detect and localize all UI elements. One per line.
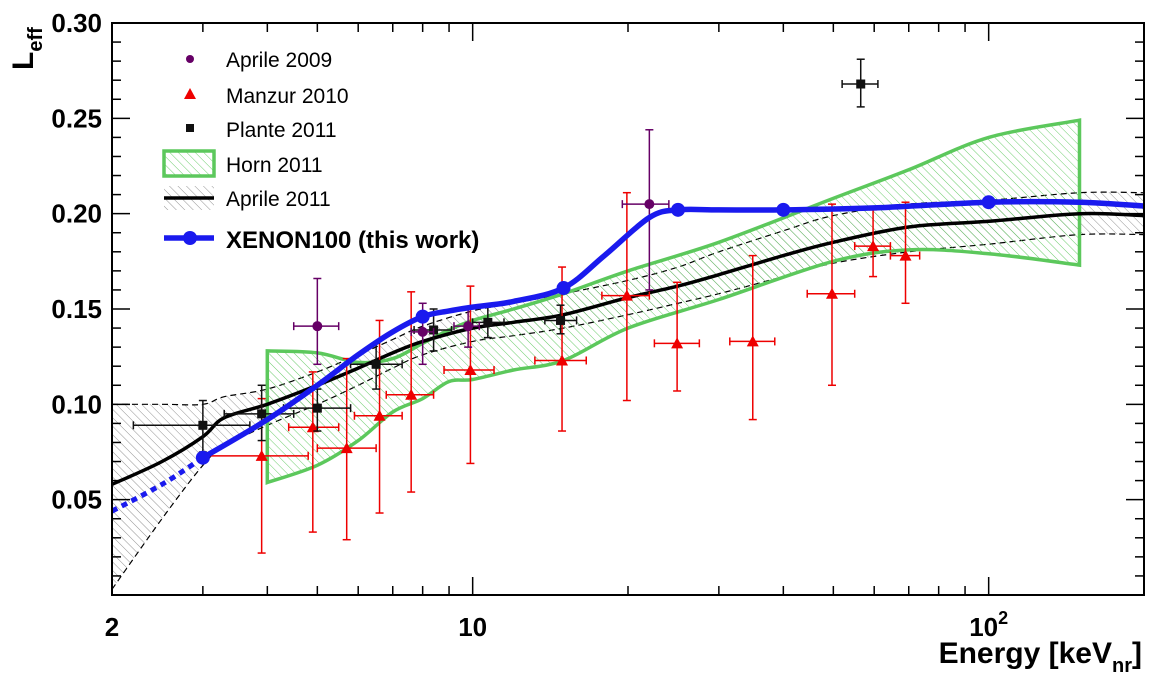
xenon100-marker (556, 281, 571, 296)
plot-area (112, 58, 1144, 590)
y-tick-label: 0.25 (51, 103, 102, 133)
plante2011-point (223, 384, 295, 442)
x-tick-label: 2 (105, 612, 119, 642)
manzur2010-marker (556, 354, 569, 366)
manzur2010-point (889, 201, 921, 305)
plante2011-point (841, 58, 879, 108)
aprile2009-point (453, 306, 481, 348)
legend-aprile2009-marker (186, 55, 194, 63)
xenon100-marker (195, 450, 210, 465)
manzur2010-point (601, 191, 651, 402)
legend-horn2011-swatch (162, 149, 216, 178)
manzur2010-marker (306, 421, 319, 433)
manzur2010-marker (867, 240, 880, 252)
manzur2010-marker (671, 337, 684, 349)
y-tick-label: 0.20 (51, 199, 102, 229)
xenon100-marker (415, 309, 430, 324)
x-tick-label-base: 2 (105, 612, 119, 642)
x-axis-title-sub: nr (1112, 655, 1132, 675)
x-axis-title-main: Energy [keV (939, 637, 1112, 670)
manzur2010-marker (255, 449, 268, 461)
aprile2009-marker (417, 326, 428, 337)
legend-label-horn2011: Horn 2011 (226, 154, 323, 177)
manzur2010-marker (825, 287, 838, 299)
xenon100-marker (981, 195, 996, 210)
xenon100-marker (776, 202, 791, 217)
y-tick-label: 0.30 (51, 8, 102, 38)
plante2011-point (544, 304, 578, 335)
manzur2010-marker (746, 335, 759, 347)
y-tick-label: 0.10 (51, 389, 102, 419)
plante2011-marker (257, 409, 267, 419)
manzur2010-marker (464, 364, 477, 376)
plante2011-marker (856, 79, 866, 89)
manzur2010-point (653, 281, 701, 392)
xenon100-marker (671, 202, 686, 217)
legend-label-aprile2011: Aprile 2011 (226, 188, 331, 211)
legend-label-plante2011: Plante 2011 (226, 119, 337, 142)
legend: Aprile 2009 Manzur 2010 Plante 2011 Horn 20… (162, 49, 479, 254)
plante2011-marker (556, 315, 566, 325)
y-axis-title: Leff (7, 27, 47, 70)
legend-label-xenon100: XENON100 (this work) (226, 227, 479, 254)
legend-manzur2010-marker (184, 88, 196, 99)
aprile2009-marker (463, 321, 474, 332)
manzur2010-point (806, 203, 856, 387)
x-axis-title: Energy [keVnr] (939, 637, 1142, 675)
manzur2010-point (316, 357, 377, 541)
legend-xenon100-marker (183, 231, 197, 245)
y-axis-title-main: L (7, 52, 40, 70)
aprile2009-point (292, 277, 340, 366)
manzur2010-marker (373, 409, 386, 421)
manzur2010-marker (340, 442, 353, 454)
x-tick-label: 102 (969, 608, 1008, 642)
x-tick-label-base: 10 (458, 612, 487, 642)
x-axis-title-close: ] (1132, 637, 1142, 670)
manzur2010-point (287, 371, 340, 533)
xenon100-extrapolation (112, 455, 205, 514)
aprile2009-marker (644, 199, 655, 210)
legend-label-aprile2009: Aprile 2009 (226, 49, 332, 72)
manzur2010-point (443, 285, 495, 465)
aprile2009-point (621, 129, 670, 291)
x-tick-label-sup: 2 (998, 608, 1008, 628)
plante2011-marker (483, 317, 493, 327)
y-axis-title-sub: eff (25, 27, 47, 52)
aprile2011-line (112, 211, 1144, 486)
manzur2010-point (353, 319, 403, 514)
plante2011-marker (198, 420, 208, 430)
manzur2010-marker (405, 388, 418, 400)
aprile2009-point (410, 302, 435, 366)
manzur2010-point (385, 291, 435, 493)
horn2011-band (265, 118, 1082, 485)
plante2011-marker (312, 403, 322, 413)
legend-label-manzur2010: Manzur 2010 (226, 85, 349, 108)
manzur2010-marker (620, 289, 633, 301)
manzur2010-point (853, 209, 892, 278)
x-tick-label: 10 (458, 612, 487, 642)
plante2011-point (132, 399, 251, 453)
aprile2009-marker (312, 321, 323, 332)
plante2011-marker (371, 359, 381, 369)
y-tick-label: 0.05 (51, 485, 102, 515)
x-tick-label-base: 10 (969, 612, 998, 642)
manzur2010-point (729, 254, 776, 421)
y-tick-label: 0.15 (51, 294, 102, 324)
xenon100-line (201, 198, 1144, 461)
manzur2010-marker (899, 249, 912, 261)
legend-plante2011-marker (186, 124, 194, 132)
